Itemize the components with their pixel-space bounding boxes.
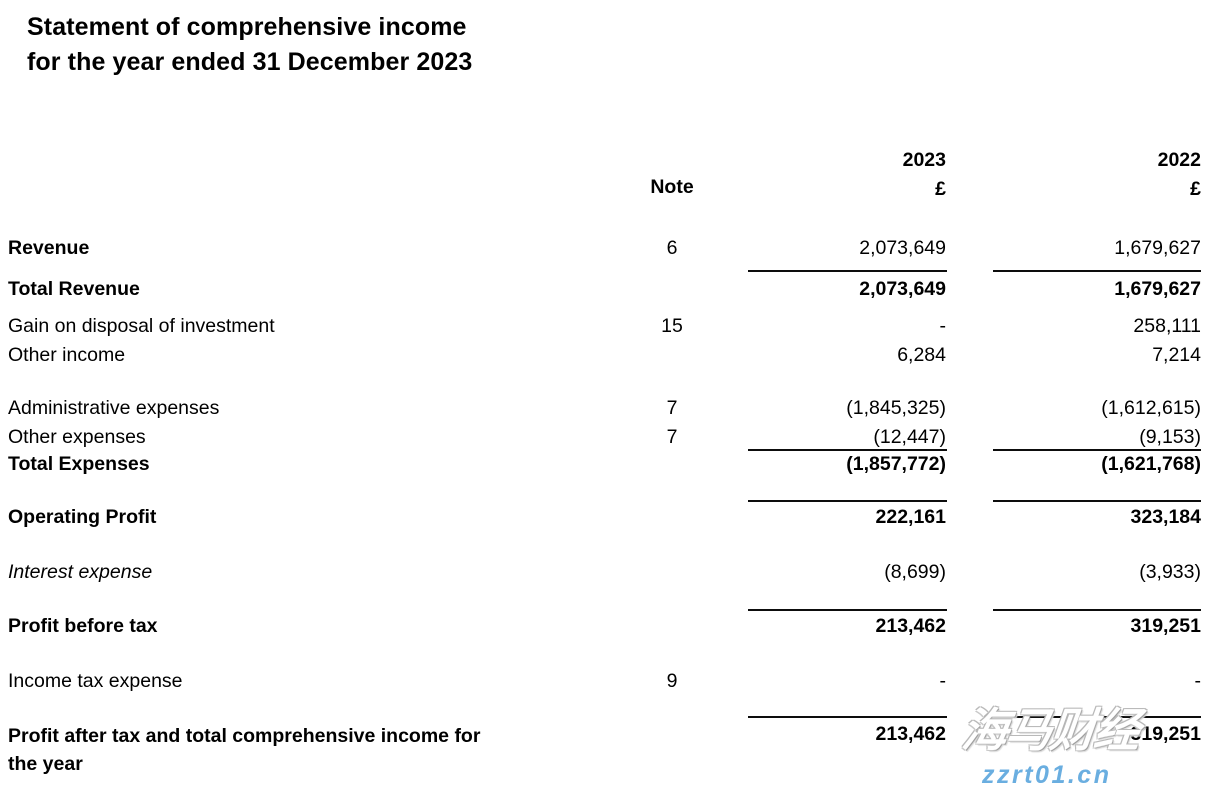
subtotal-rule-2023 bbox=[748, 500, 947, 502]
row-value-2023: 213,462 bbox=[875, 723, 947, 745]
row-label: Interest expense bbox=[8, 561, 153, 583]
column-header-2022-year: 2022 bbox=[1157, 149, 1201, 171]
row-value-2023: - bbox=[939, 670, 947, 692]
row-note: 7 bbox=[666, 426, 678, 448]
row-label: Operating Profit bbox=[8, 506, 157, 528]
row-value-2022: (9,153) bbox=[1139, 426, 1201, 448]
column-header-note: Note bbox=[650, 176, 694, 198]
row-label: Profit after tax and total comprehensive… bbox=[8, 725, 481, 775]
row-label: Total Revenue bbox=[8, 278, 140, 300]
row-label: Gain on disposal of investment bbox=[8, 315, 275, 337]
row-value-2022: - bbox=[1194, 670, 1202, 692]
page-title: Statement of comprehensive income for th… bbox=[27, 13, 473, 76]
row-label: Administrative expenses bbox=[8, 397, 220, 419]
row-label: Income tax expense bbox=[8, 670, 183, 692]
subtotal-rule-2023 bbox=[748, 609, 947, 611]
column-header-2022: 2022 £ bbox=[950, 146, 1201, 204]
row-value-2023: (12,447) bbox=[873, 426, 946, 448]
row-value-2022: 1,679,627 bbox=[1114, 278, 1201, 300]
row-value-2023: 2,073,649 bbox=[859, 278, 946, 300]
subtotal-rule-2023 bbox=[748, 449, 947, 451]
column-header-2022-currency: £ bbox=[1190, 178, 1201, 200]
subtotal-rule-2022 bbox=[993, 270, 1201, 272]
row-label: Other income bbox=[8, 344, 126, 366]
subtotal-rule-2022 bbox=[993, 609, 1201, 611]
watermark-url-text: zzrt01.cn bbox=[982, 761, 1112, 789]
row-value-2022: 7,214 bbox=[1152, 344, 1201, 366]
watermark: 海马财经 zzrt01.cn bbox=[959, 700, 1225, 800]
row-label: Total Expenses bbox=[8, 453, 150, 475]
subtotal-rule-2022 bbox=[993, 500, 1201, 502]
row-value-2023: 213,462 bbox=[875, 615, 947, 637]
total-rule-2023 bbox=[748, 716, 947, 718]
row-value-2023: (8,699) bbox=[884, 561, 946, 583]
row-value-2023: 222,161 bbox=[875, 506, 947, 528]
row-value-2022: (3,933) bbox=[1139, 561, 1201, 583]
row-value-2022: 323,184 bbox=[1130, 506, 1202, 528]
row-value-2023: 6,284 bbox=[897, 344, 946, 366]
row-note: 9 bbox=[666, 670, 678, 692]
subtotal-rule-2023 bbox=[748, 270, 947, 272]
row-label: Profit before tax bbox=[8, 615, 158, 637]
row-value-2023: (1,845,325) bbox=[846, 397, 946, 419]
row-value-2023: 2,073,649 bbox=[859, 237, 946, 259]
column-header-2023: 2023 £ bbox=[700, 146, 946, 204]
total-rule-2022 bbox=[993, 716, 1201, 718]
row-note: 6 bbox=[666, 237, 678, 259]
row-note: 7 bbox=[666, 397, 678, 419]
row-value-2022: 319,251 bbox=[1130, 615, 1202, 637]
row-label: Revenue bbox=[8, 237, 90, 259]
column-header-2023-year: 2023 bbox=[902, 149, 946, 171]
row-value-2022: (1,621,768) bbox=[1101, 453, 1201, 475]
row-value-2022: 1,679,627 bbox=[1114, 237, 1201, 259]
row-value-2022: 258,111 bbox=[1133, 315, 1201, 337]
row-value-2023: (1,857,772) bbox=[846, 453, 946, 475]
row-value-2022: (1,612,615) bbox=[1101, 397, 1201, 419]
row-value-2022: 319,251 bbox=[1130, 723, 1202, 745]
row-note: 15 bbox=[661, 315, 683, 337]
column-header-2023-currency: £ bbox=[935, 178, 946, 200]
subtotal-rule-2022 bbox=[993, 449, 1201, 451]
row-value-2023: - bbox=[939, 315, 947, 337]
row-label: Other expenses bbox=[8, 426, 146, 448]
